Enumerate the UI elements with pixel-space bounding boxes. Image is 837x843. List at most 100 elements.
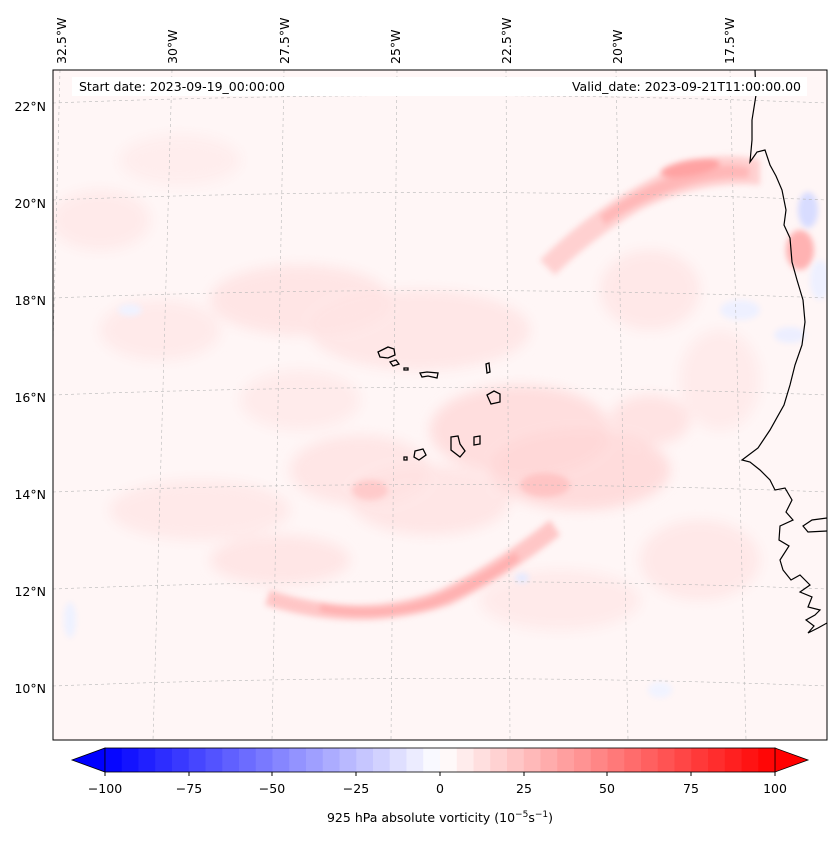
vorticity-band-south bbox=[265, 230, 814, 620]
colorbar-segment bbox=[389, 748, 407, 772]
island-brava bbox=[403, 456, 408, 461]
lon-label-20w: 20°W bbox=[610, 29, 625, 64]
colorbar-segment bbox=[339, 748, 357, 772]
colorbar-tick-label: 75 bbox=[683, 781, 699, 796]
lon-label-30w: 30°W bbox=[165, 29, 180, 64]
graticule-lon-17-5 bbox=[729, 70, 747, 740]
coastline bbox=[740, 70, 827, 634]
colorbar-tick-label: 0 bbox=[436, 781, 444, 796]
colorbar-segment bbox=[540, 748, 558, 772]
colorbar-segment bbox=[624, 748, 642, 772]
colorbar-title: 925 hPa absolute vorticity (10−5s−1) bbox=[327, 810, 553, 825]
colorbar-segment bbox=[105, 748, 123, 772]
start-date-label: Start date: 2023-09-19_00:00:00 bbox=[79, 79, 285, 94]
colorbar-segment bbox=[289, 748, 307, 772]
colorbar-tick-label: 25 bbox=[516, 781, 532, 796]
longitude-labels: 32.5°W 30°W 27.5°W 25°W 22.5°W 20°W 17.5… bbox=[54, 18, 737, 64]
colorbar-tick-label: −50 bbox=[259, 781, 285, 796]
vorticity-band-northeast bbox=[540, 156, 760, 275]
graticule-lat-22 bbox=[53, 95, 827, 104]
colorbar-title-unit: s bbox=[528, 810, 535, 825]
island-santa-luzia bbox=[403, 367, 409, 371]
graticule-lat-12 bbox=[53, 581, 827, 590]
colorbar-segment bbox=[440, 748, 458, 772]
lon-label-22-5w: 22.5°W bbox=[499, 18, 514, 64]
graticule-lat-18 bbox=[53, 290, 827, 299]
colorbar-segment bbox=[507, 748, 525, 772]
lat-label-16n: 16°N bbox=[14, 390, 46, 405]
colorbar-segment bbox=[406, 748, 424, 772]
graticule bbox=[53, 70, 827, 740]
island-sal bbox=[485, 362, 491, 374]
colorbar-segment bbox=[674, 748, 692, 772]
vorticity-field bbox=[53, 70, 827, 740]
colorbar-extend-low bbox=[70, 747, 106, 773]
colorbar-segment bbox=[255, 748, 273, 772]
colorbar-tick-label: 50 bbox=[599, 781, 615, 796]
colorbar-title-main: 925 hPa absolute vorticity (10 bbox=[327, 810, 515, 825]
colorbar-segment bbox=[423, 748, 441, 772]
lon-label-25w: 25°W bbox=[388, 29, 403, 64]
colorbar-segment bbox=[205, 748, 223, 772]
lat-label-20n: 20°N bbox=[14, 196, 46, 211]
title-strip bbox=[72, 77, 807, 96]
colorbar: −100 −75 −50 −25 0 25 50 75 100 925 hPa … bbox=[70, 747, 810, 825]
lon-label-27-5w: 27.5°W bbox=[277, 18, 292, 64]
colorbar-segment bbox=[657, 748, 675, 772]
colorbar-segment bbox=[741, 748, 759, 772]
colorbar-segment bbox=[607, 748, 625, 772]
colorbar-segment bbox=[708, 748, 726, 772]
colorbar-segment bbox=[138, 748, 156, 772]
colorbar-tick-label: 100 bbox=[763, 781, 787, 796]
colorbar-segment bbox=[490, 748, 508, 772]
island-boa-vista bbox=[486, 390, 501, 405]
colorbar-segment bbox=[155, 748, 173, 772]
graticule-lon-30 bbox=[152, 70, 173, 740]
graticule-lon-22-5 bbox=[505, 70, 511, 740]
colorbar-segment bbox=[574, 748, 592, 772]
lon-label-17-5w: 17.5°W bbox=[722, 18, 737, 64]
lat-label-18n: 18°N bbox=[14, 293, 46, 308]
lat-label-14n: 14°N bbox=[14, 487, 46, 502]
colorbar-segment bbox=[272, 748, 290, 772]
colorbar-extend-high bbox=[774, 747, 810, 773]
colorbar-segment bbox=[523, 748, 541, 772]
map-frame bbox=[52, 69, 828, 741]
lon-label-32-5w: 32.5°W bbox=[54, 18, 69, 64]
colorbar-segment bbox=[758, 748, 776, 772]
colorbar-tick-label: −75 bbox=[176, 781, 202, 796]
lat-label-10n: 10°N bbox=[14, 681, 46, 696]
colorbar-segment bbox=[641, 748, 659, 772]
graticule-lon-20 bbox=[615, 70, 629, 740]
graticule-lat-14 bbox=[53, 484, 827, 493]
colorbar-segment bbox=[691, 748, 709, 772]
colorbar-segment bbox=[188, 748, 206, 772]
island-sao-vicente bbox=[388, 359, 401, 367]
graticule-lon-27-5 bbox=[271, 70, 285, 740]
colorbar-segment bbox=[590, 748, 608, 772]
island-fogo bbox=[413, 448, 427, 461]
coast-senegal-estuary bbox=[802, 517, 827, 533]
cape-verde-islands bbox=[377, 346, 501, 461]
colorbar-segment bbox=[306, 748, 324, 772]
island-santiago bbox=[450, 435, 466, 458]
graticule-lat-10 bbox=[53, 678, 827, 687]
colorbar-title-exp2: −1 bbox=[535, 810, 548, 820]
colorbar-segment bbox=[557, 748, 575, 772]
colorbar-segments bbox=[105, 748, 776, 772]
colorbar-segment bbox=[473, 748, 491, 772]
colorbar-segment bbox=[456, 748, 474, 772]
colorbar-segment bbox=[724, 748, 742, 772]
colorbar-segment bbox=[373, 748, 391, 772]
island-maio bbox=[473, 435, 481, 446]
vorticity-negative-patches bbox=[64, 192, 827, 698]
graticule-lat-16 bbox=[53, 387, 827, 396]
graticule-lon-25 bbox=[390, 70, 398, 740]
colorbar-title-exp1: −5 bbox=[515, 810, 528, 820]
island-santo-antao bbox=[377, 346, 396, 359]
colorbar-ticks: −100 −75 −50 −25 0 25 50 75 100 bbox=[88, 772, 787, 796]
colorbar-title-end: ) bbox=[548, 810, 553, 825]
colorbar-segment bbox=[239, 748, 257, 772]
colorbar-segment bbox=[222, 748, 240, 772]
